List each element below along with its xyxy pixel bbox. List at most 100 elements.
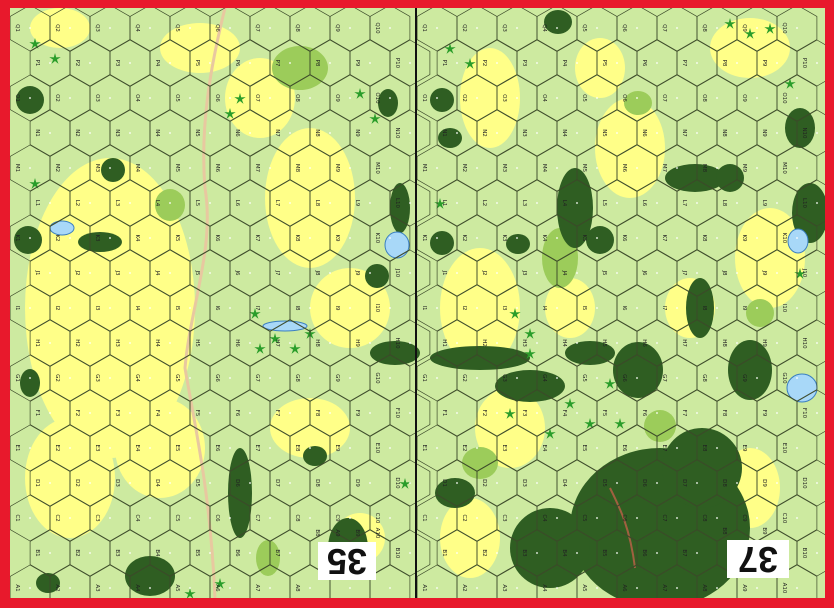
hex-35-O9[interactable]: O9 xyxy=(329,74,371,122)
hex-35-L5[interactable]: L5 xyxy=(189,179,231,227)
hex-35-N1[interactable]: N1 xyxy=(29,109,71,157)
hex-37-Q2[interactable]: Q2 xyxy=(456,8,498,52)
hex-37-E10[interactable]: E10 xyxy=(776,424,818,472)
hex-37-E1[interactable]: E1 xyxy=(416,424,458,472)
hex-35-F9[interactable]: F9 xyxy=(349,389,391,437)
hex-35-L10[interactable]: L10 xyxy=(389,179,431,227)
hex-37-H10[interactable]: H10 xyxy=(796,319,825,367)
hex-35-D8[interactable]: D8 xyxy=(309,459,351,507)
hex-37-P6[interactable]: P6 xyxy=(636,39,678,87)
hex-37-F4[interactable]: F4 xyxy=(556,389,598,437)
hex-35-N4[interactable]: N4 xyxy=(149,109,191,157)
hex-37-I6[interactable]: I6 xyxy=(616,284,658,332)
hex-35-Q9[interactable]: Q9 xyxy=(329,8,371,52)
hex-37-M1[interactable]: M1 xyxy=(416,144,458,192)
hex-35-I10[interactable]: I10 xyxy=(369,284,411,332)
hex-35-P9[interactable]: P9 xyxy=(349,39,391,87)
hex-37-F5[interactable]: F5 xyxy=(596,389,638,437)
hex-35-D9[interactable]: D9 xyxy=(349,459,391,507)
hex-35-A3[interactable]: A3 xyxy=(89,564,131,598)
hex-35-O5[interactable]: O5 xyxy=(169,74,211,122)
hex-37-Q3[interactable]: Q3 xyxy=(496,8,538,52)
hex-35-O2[interactable]: O2 xyxy=(49,74,91,122)
hex-35-F10[interactable]: F10 xyxy=(389,389,431,437)
hex-35-O1[interactable]: O1 xyxy=(10,74,51,122)
hex-35-C7[interactable]: C7 xyxy=(249,494,291,542)
hex-35-N2[interactable]: N2 xyxy=(69,109,111,157)
hex-35-K10[interactable]: K10 xyxy=(369,214,411,262)
hex-37-N8[interactable]: N8 xyxy=(716,109,758,157)
hex-35-N9[interactable]: N9 xyxy=(349,109,391,157)
hex-map[interactable]: Q1 Q2 Q3 Q4 Q5 Q6 Q7 Q8 Q9 Q10 P1 P2 P3 P4 P5 P6 P7 P8 P9 P… xyxy=(10,8,825,598)
hex-35-H10[interactable]: H10 xyxy=(389,319,431,367)
hex-37-M9[interactable]: M9 xyxy=(736,144,778,192)
hex-35-N10[interactable]: N10 xyxy=(389,109,431,157)
hex-37-Q1[interactable]: Q1 xyxy=(416,8,458,52)
hex-35-L6[interactable]: L6 xyxy=(229,179,271,227)
hex-35-G9[interactable]: G9 xyxy=(329,354,371,402)
hex-35-K6[interactable]: K6 xyxy=(209,214,251,262)
hex-37-F1[interactable]: F1 xyxy=(436,389,478,437)
hex-37-Q6[interactable]: Q6 xyxy=(616,8,658,52)
hex-35-P2[interactable]: P2 xyxy=(69,39,111,87)
hex-35-J5[interactable]: J5 xyxy=(189,249,231,297)
hex-35-L9[interactable]: L9 xyxy=(349,179,391,227)
hex-37-O7[interactable]: O7 xyxy=(656,74,698,122)
hex-35-G10[interactable]: G10 xyxy=(369,354,411,402)
hex-37-K3[interactable]: K3 xyxy=(496,214,538,262)
hex-37-J5[interactable]: J5 xyxy=(596,249,638,297)
hex-35-H5[interactable]: H5 xyxy=(189,319,231,367)
hex-37-G10[interactable]: G10 xyxy=(776,354,818,402)
hex-35-G6[interactable]: G6 xyxy=(209,354,251,402)
hex-grid[interactable]: Q1 Q2 Q3 Q4 Q5 Q6 Q7 Q8 Q9 Q10 P1 P2 P3 P4 P5 P6 P7 P8 P9 P… xyxy=(10,8,825,598)
hex-35-B10[interactable]: B10 xyxy=(389,529,431,577)
hex-37-C10[interactable]: C10 xyxy=(776,494,818,542)
hex-37-K6[interactable]: K6 xyxy=(616,214,658,262)
hex-37-M3[interactable]: M3 xyxy=(496,144,538,192)
hex-37-M2[interactable]: M2 xyxy=(456,144,498,192)
hex-35-P3[interactable]: P3 xyxy=(109,39,151,87)
hex-37-K7[interactable]: K7 xyxy=(656,214,698,262)
hex-35-Q10[interactable]: Q10 xyxy=(369,8,411,52)
hex-35-D7[interactable]: D7 xyxy=(269,459,311,507)
hex-37-G7[interactable]: G7 xyxy=(656,354,698,402)
hex-35-E10[interactable]: E10 xyxy=(369,424,411,472)
hex-35-N3[interactable]: N3 xyxy=(109,109,151,157)
hex-35-M6[interactable]: M6 xyxy=(209,144,251,192)
hex-37-P10[interactable]: P10 xyxy=(796,39,825,87)
hex-37-O8[interactable]: O8 xyxy=(696,74,738,122)
hex-37-O4[interactable]: O4 xyxy=(536,74,578,122)
hex-35-O4[interactable]: O4 xyxy=(129,74,171,122)
hex-35-G8[interactable]: G8 xyxy=(289,354,331,402)
hex-37-B10[interactable]: B10 xyxy=(796,529,825,577)
hex-35-Q7[interactable]: Q7 xyxy=(249,8,291,52)
hex-35-O3[interactable]: O3 xyxy=(89,74,131,122)
hex-35-G7[interactable]: G7 xyxy=(249,354,291,402)
hex-37-N4[interactable]: N4 xyxy=(556,109,598,157)
hex-37-O9[interactable]: O9 xyxy=(736,74,778,122)
hex-35-Q3[interactable]: Q3 xyxy=(89,8,131,52)
hex-37-J10[interactable]: J10 xyxy=(796,249,825,297)
hex-37-D10[interactable]: D10 xyxy=(796,459,825,507)
hex-35-C5[interactable]: C5 xyxy=(169,494,211,542)
map-canvas[interactable]: Q1 Q2 Q3 Q4 Q5 Q6 Q7 Q8 Q9 Q10 P1 P2 P3 P4 P5 P6 P7 P8 P9 P… xyxy=(10,8,825,598)
hex-35-Q8[interactable]: Q8 xyxy=(289,8,331,52)
hex-37-I10[interactable]: I10 xyxy=(776,284,818,332)
hex-37-N3[interactable]: N3 xyxy=(516,109,558,157)
hex-37-Q7[interactable]: Q7 xyxy=(656,8,698,52)
hex-37-L1[interactable]: L1 xyxy=(436,179,478,227)
hex-37-K10[interactable]: K10 xyxy=(776,214,818,262)
hex-35-J6[interactable]: J6 xyxy=(229,249,271,297)
hex-37-L2[interactable]: L2 xyxy=(476,179,518,227)
hex-37-D3[interactable]: D3 xyxy=(516,459,558,507)
hex-35-F6[interactable]: F6 xyxy=(229,389,271,437)
hex-37-Q10[interactable]: Q10 xyxy=(776,8,818,52)
hex-35-M10[interactable]: M10 xyxy=(369,144,411,192)
hex-37-L10[interactable]: L10 xyxy=(796,179,825,227)
hex-35-J10[interactable]: J10 xyxy=(389,249,431,297)
hex-35-O10[interactable]: O10 xyxy=(369,74,411,122)
hex-37-K8[interactable]: K8 xyxy=(696,214,738,262)
hex-35-C8[interactable]: C8 xyxy=(289,494,331,542)
hex-35-P10[interactable]: P10 xyxy=(389,39,431,87)
hex-35-N5[interactable]: N5 xyxy=(189,109,231,157)
